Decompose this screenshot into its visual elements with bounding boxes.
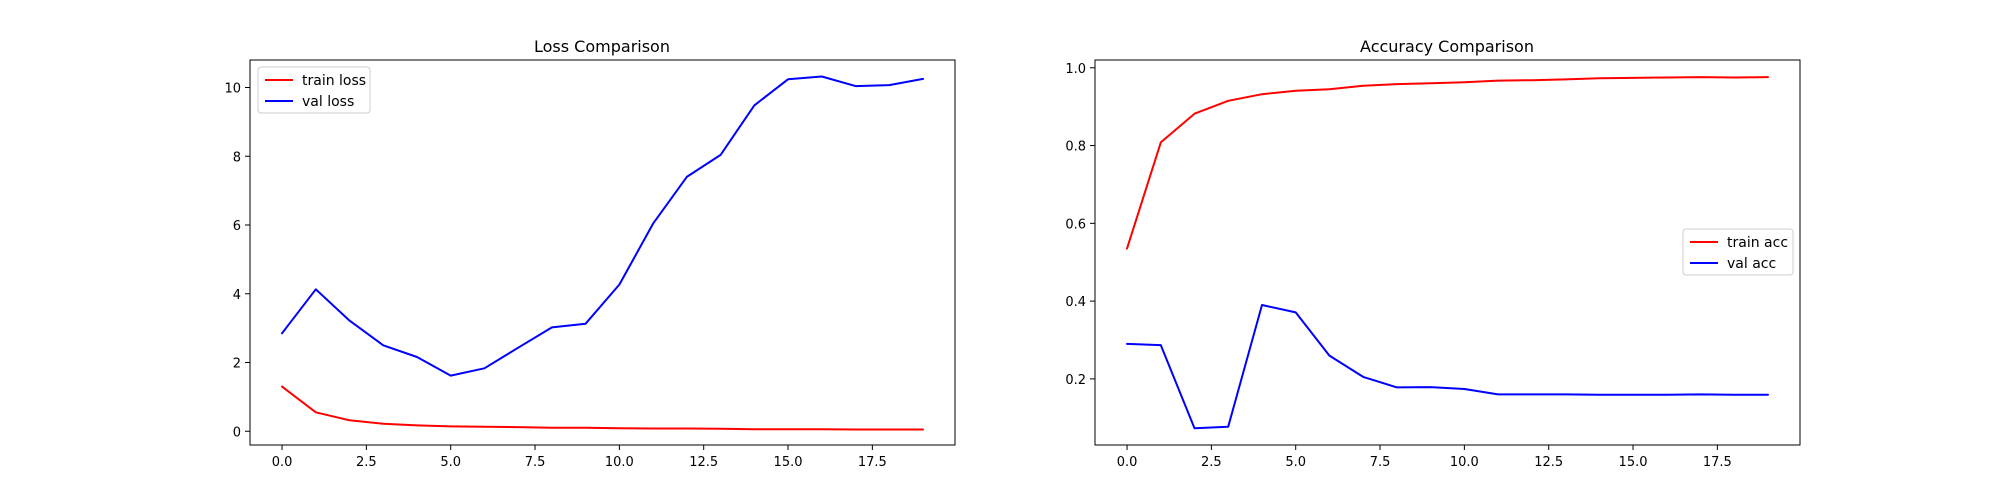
loss-y-tick-label: 6 [233, 219, 241, 234]
accuracy-x-tick-label: 0.0 [1117, 455, 1138, 470]
loss-x-tick-label: 10.0 [605, 455, 634, 470]
loss-legend: train loss val loss [257, 66, 371, 114]
loss-x-tick-label: 12.5 [689, 455, 718, 470]
train-loss-line [281, 385, 924, 431]
accuracy-y-tick-label: 0.6 [1065, 217, 1086, 232]
train-loss-legend-label: train loss [302, 73, 366, 89]
accuracy-axes-frame [1094, 59, 1801, 446]
accuracy-y-tick-label: 1.0 [1065, 62, 1086, 77]
loss-x-tick-label: 0.0 [272, 455, 293, 470]
accuracy-x-tick-label: 15.0 [1619, 455, 1648, 470]
accuracy-y-tick-label: 0.4 [1065, 295, 1086, 310]
loss-chart: Loss Comparison 0.0 2.5 5.0 7.5 10.0 12.5 15.0… [224, 37, 956, 470]
train-acc-legend-label: train acc [1727, 235, 1788, 251]
accuracy-x-tick-label: 7.5 [1370, 455, 1391, 470]
loss-x-tick-label: 5.0 [440, 455, 461, 470]
accuracy-x-tick-label: 5.0 [1285, 455, 1306, 470]
val-acc-line [1126, 304, 1769, 430]
loss-y-tick-label: 10 [224, 82, 241, 97]
accuracy-x-tick-label: 17.5 [1703, 455, 1732, 470]
accuracy-x-tick-label: 12.5 [1534, 455, 1563, 470]
loss-y-tick-label: 8 [233, 150, 241, 165]
accuracy-x-tick-label: 2.5 [1201, 455, 1222, 470]
accuracy-y-tick-label: 0.2 [1065, 373, 1086, 388]
accuracy-y-tick-label: 0.8 [1065, 140, 1086, 155]
loss-y-tick-label: 2 [233, 357, 241, 372]
val-loss-line [281, 75, 924, 377]
loss-x-tick-label: 15.0 [774, 455, 803, 470]
loss-y-tick-label: 4 [233, 288, 241, 303]
loss-chart-title: Loss Comparison [534, 37, 670, 56]
loss-y-tick-label: 0 [233, 425, 241, 440]
loss-x-tick-label: 7.5 [525, 455, 546, 470]
train-acc-line [1126, 76, 1769, 250]
accuracy-chart-title: Accuracy Comparison [1360, 37, 1534, 56]
loss-axes-frame [249, 59, 956, 446]
val-loss-legend-label: val loss [302, 94, 354, 110]
accuracy-x-tick-label: 10.0 [1450, 455, 1479, 470]
loss-x-tick-label: 17.5 [858, 455, 887, 470]
accuracy-legend: train acc val acc [1682, 228, 1794, 276]
accuracy-chart: Accuracy Comparison 0.0 2.5 5.0 7.5 10.0 12.5… [1065, 37, 1801, 470]
loss-x-tick-label: 2.5 [356, 455, 377, 470]
val-acc-legend-label: val acc [1727, 256, 1776, 272]
